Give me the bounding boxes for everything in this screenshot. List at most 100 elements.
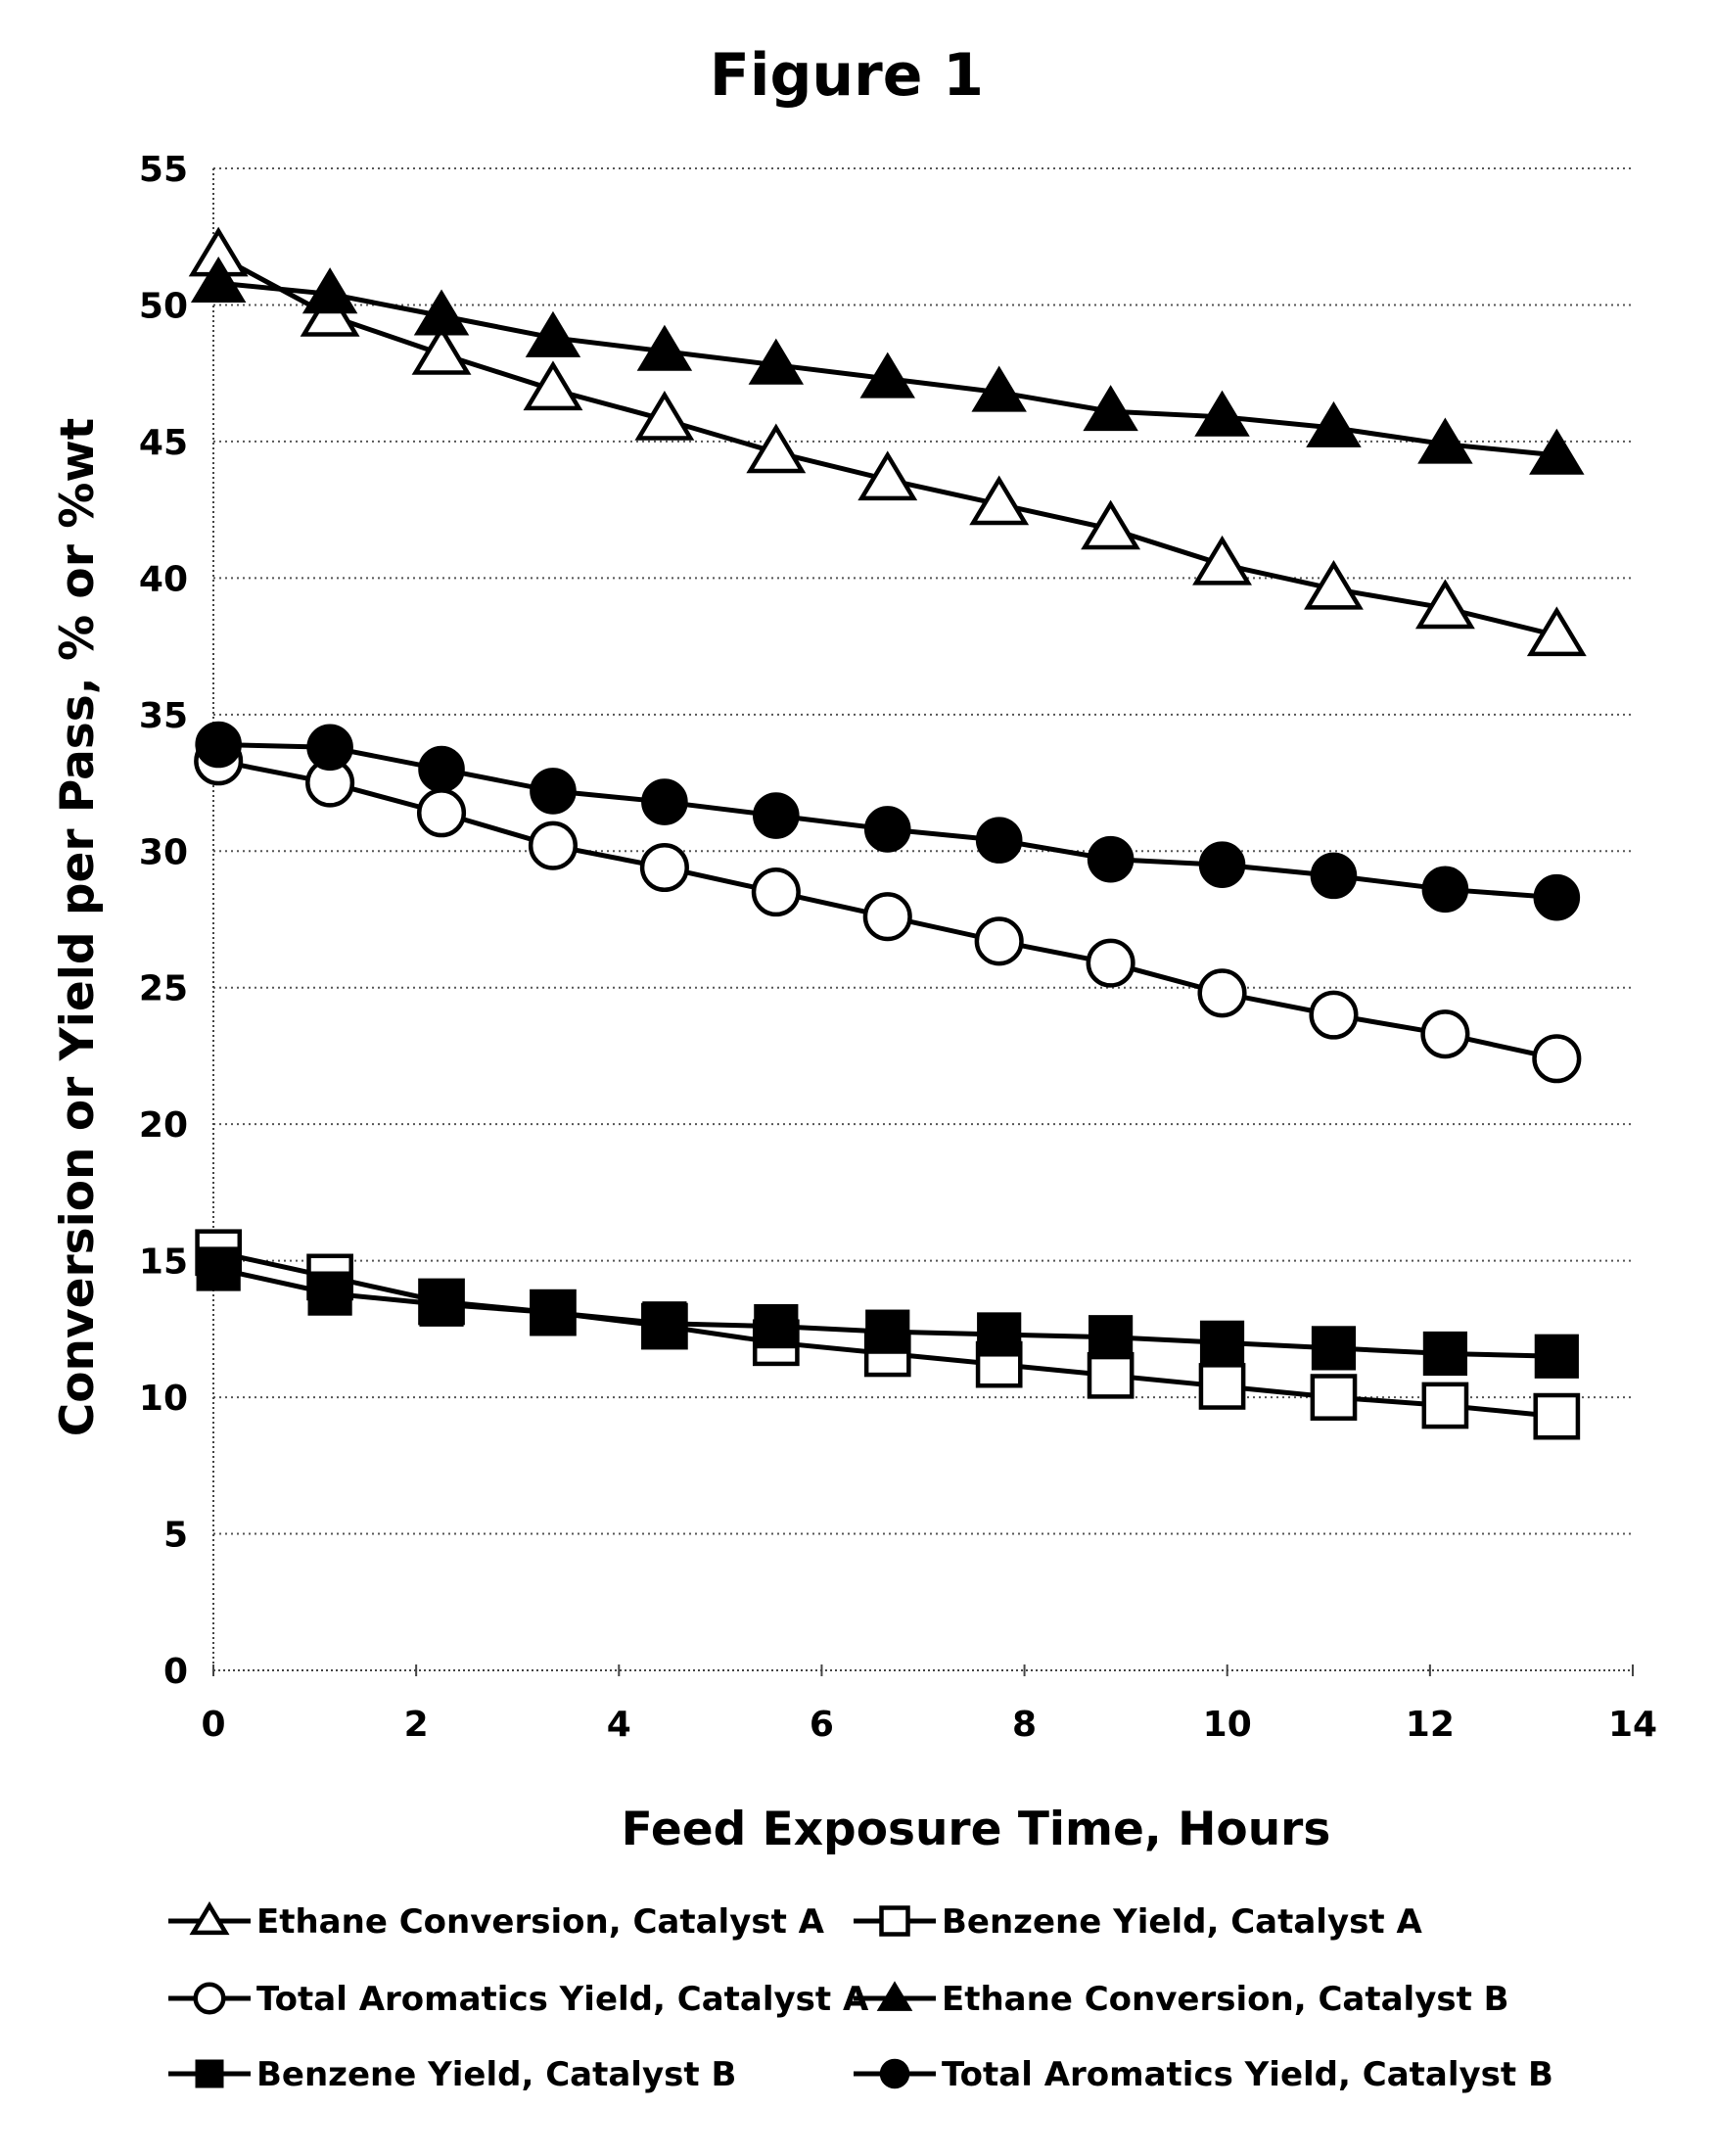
data-point bbox=[1417, 417, 1473, 464]
legend: Ethane Conversion, Catalyst A Benzene Yie… bbox=[168, 1900, 1553, 2094]
legend-label: Total Aromatics Yield, Catalyst A bbox=[256, 1980, 869, 2019]
data-point bbox=[1309, 990, 1359, 1040]
x-tick-label: 10 bbox=[1203, 1705, 1252, 1745]
data-point bbox=[1534, 1334, 1579, 1379]
legend-item: Benzene Yield, Catalyst B bbox=[168, 2055, 736, 2094]
legend-marker bbox=[193, 1982, 226, 2015]
series-6 bbox=[195, 721, 1581, 921]
legend-item: Ethane Conversion, Catalyst B bbox=[854, 1980, 1509, 2019]
data-point bbox=[530, 768, 577, 815]
y-tick-labels: 0 5 10 15 20 25 30 35 40 45 50 55 bbox=[139, 150, 188, 1692]
data-point bbox=[857, 450, 918, 501]
data-point bbox=[1422, 1331, 1467, 1377]
series-5 bbox=[196, 1246, 1579, 1379]
x-tick-label: 8 bbox=[1012, 1705, 1037, 1745]
data-point bbox=[307, 1271, 352, 1316]
legend-marker bbox=[195, 2059, 224, 2088]
data-point bbox=[1529, 428, 1585, 475]
x-tick-label: 14 bbox=[1608, 1705, 1657, 1745]
data-point bbox=[531, 1290, 576, 1336]
data-point bbox=[306, 724, 353, 772]
data-point bbox=[1199, 1320, 1245, 1365]
y-tick-label: 55 bbox=[139, 150, 188, 190]
legend-item: Total Aromatics Yield, Catalyst B bbox=[854, 2055, 1553, 2094]
data-point bbox=[751, 867, 801, 917]
data-point bbox=[1310, 1374, 1358, 1421]
data-point bbox=[418, 745, 465, 793]
data-point bbox=[190, 256, 247, 304]
data-point bbox=[196, 1246, 241, 1291]
data-point bbox=[416, 788, 467, 838]
data-point bbox=[1533, 873, 1581, 921]
data-point bbox=[863, 806, 911, 853]
y-tick-label: 40 bbox=[139, 559, 188, 599]
data-point bbox=[528, 820, 579, 870]
series-1 bbox=[188, 226, 1587, 657]
legend-marker bbox=[876, 1981, 913, 2011]
data-point bbox=[634, 391, 695, 441]
data-point bbox=[748, 338, 805, 385]
y-tick-label: 30 bbox=[139, 832, 188, 872]
data-point bbox=[753, 792, 800, 839]
data-point bbox=[1083, 385, 1138, 432]
y-tick-label: 15 bbox=[139, 1242, 188, 1283]
y-tick-label: 45 bbox=[139, 423, 188, 463]
data-point bbox=[1311, 1326, 1357, 1371]
data-point bbox=[525, 310, 581, 357]
data-point bbox=[1310, 852, 1358, 900]
data-point bbox=[1526, 606, 1587, 657]
data-point bbox=[754, 1303, 799, 1349]
axes bbox=[212, 168, 1634, 1676]
y-axis-title: Conversion or Yield per Pass, % or %wt bbox=[51, 418, 105, 1437]
data-point bbox=[974, 916, 1024, 966]
legend-item: Ethane Conversion, Catalyst A bbox=[168, 1900, 825, 1942]
x-tick-label: 2 bbox=[404, 1705, 429, 1745]
data-point bbox=[411, 325, 472, 375]
data-point bbox=[1533, 1392, 1581, 1440]
data-point bbox=[642, 1301, 687, 1346]
data-point bbox=[1081, 499, 1141, 550]
y-tick-label: 35 bbox=[139, 696, 188, 736]
data-point bbox=[301, 267, 358, 314]
legend-item: Total Aromatics Yield, Catalyst A bbox=[168, 1980, 869, 2019]
data-point bbox=[1087, 1351, 1135, 1399]
data-point bbox=[413, 289, 470, 336]
data-point bbox=[1306, 400, 1362, 447]
legend-label: Ethane Conversion, Catalyst B bbox=[942, 1980, 1509, 2019]
data-point bbox=[1414, 579, 1475, 630]
data-point bbox=[639, 842, 689, 893]
x-tick-label: 12 bbox=[1406, 1705, 1455, 1745]
legend-label: Benzene Yield, Catalyst B bbox=[256, 2055, 736, 2094]
data-point bbox=[862, 892, 912, 942]
x-tick-labels: 0 2 4 6 8 10 12 14 bbox=[201, 1705, 1657, 1745]
data-point bbox=[1198, 1363, 1246, 1410]
data-point bbox=[1197, 968, 1247, 1018]
data-point bbox=[977, 1312, 1022, 1357]
data-point bbox=[1421, 1382, 1469, 1430]
legend-marker bbox=[189, 1900, 230, 1936]
x-tick-label: 4 bbox=[607, 1705, 631, 1745]
legend-marker bbox=[879, 1905, 910, 1937]
data-point bbox=[1198, 841, 1246, 889]
legend-label: Ethane Conversion, Catalyst A bbox=[256, 1902, 825, 1942]
data-point bbox=[419, 1282, 464, 1327]
x-axis-title: Feed Exposure Time, Hours bbox=[622, 1803, 1331, 1856]
data-point bbox=[969, 475, 1030, 526]
data-point bbox=[1089, 1315, 1134, 1360]
legend-label: Total Aromatics Yield, Catalyst B bbox=[942, 2055, 1553, 2094]
data-point bbox=[1194, 390, 1250, 437]
data-point bbox=[523, 360, 583, 411]
data-point bbox=[636, 324, 693, 371]
x-tick-label: 0 bbox=[201, 1705, 225, 1745]
series-group bbox=[188, 226, 1587, 1440]
y-tick-label: 25 bbox=[139, 969, 188, 1009]
y-tick-label: 50 bbox=[139, 286, 188, 326]
data-point bbox=[1420, 1009, 1470, 1059]
y-tick-label: 0 bbox=[163, 1652, 188, 1692]
data-point bbox=[746, 423, 807, 474]
data-point bbox=[1087, 835, 1135, 883]
data-point bbox=[1086, 938, 1135, 988]
data-point bbox=[1532, 1034, 1582, 1084]
data-point bbox=[865, 1309, 910, 1354]
